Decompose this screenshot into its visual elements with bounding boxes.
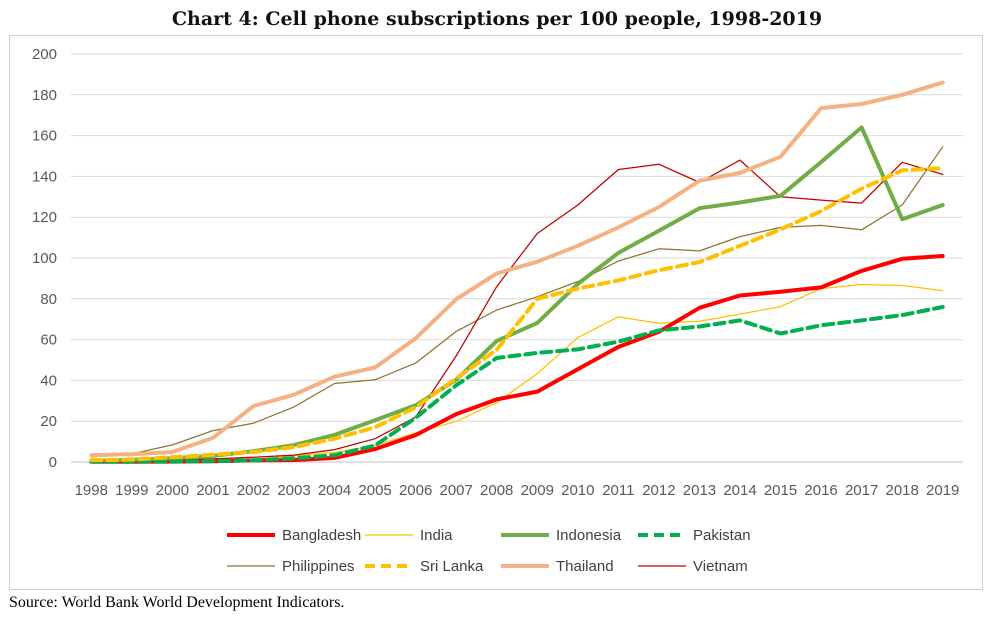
x-tick-label: 2006 xyxy=(399,482,432,499)
legend-label: Sri Lanka xyxy=(420,558,484,575)
series-line-sri-lanka xyxy=(89,166,945,463)
x-tick-label: 2014 xyxy=(723,482,756,499)
series-line-vietnam xyxy=(90,159,944,463)
source-note: Source: World Bank World Development Ind… xyxy=(9,594,345,611)
x-tick-label: 2012 xyxy=(642,482,675,499)
x-tick-label: 2016 xyxy=(804,482,837,499)
y-tick-label: 40 xyxy=(40,372,57,389)
legend-label: Bangladesh xyxy=(282,527,361,544)
x-tick-label: 2008 xyxy=(480,482,513,499)
y-tick-label: 180 xyxy=(32,87,57,104)
x-tick-label: 2005 xyxy=(358,482,391,499)
x-tick-label: 2004 xyxy=(318,482,351,499)
x-tick-label: 2007 xyxy=(439,482,472,499)
series-line-indonesia xyxy=(89,125,945,463)
legend-label: India xyxy=(420,527,453,544)
x-tick-label: 2003 xyxy=(277,482,310,499)
x-tick-label: 1999 xyxy=(115,482,148,499)
series-line-philippines xyxy=(90,146,944,458)
x-tick-label: 2011 xyxy=(602,482,634,499)
series-line-thailand xyxy=(89,80,945,458)
y-tick-label: 100 xyxy=(32,250,57,267)
y-tick-label: 200 xyxy=(32,46,57,63)
line-chart: 0 20 40 60 80 100 120 140 160 180 200 1998 1999 2000 2… xyxy=(32,46,963,575)
chart-title: Chart 4: Cell phone subscriptions per 10… xyxy=(171,8,823,30)
legend-label: Thailand xyxy=(556,558,614,575)
legend-label: Indonesia xyxy=(556,527,622,544)
y-tick-label: 20 xyxy=(40,413,57,430)
chart-area: 0 20 40 60 80 100 120 140 160 180 200 1998 1999 2000 2… xyxy=(9,35,983,590)
x-tick-label: 2002 xyxy=(237,482,270,499)
legend-label: Pakistan xyxy=(693,527,751,544)
y-tick-label: 140 xyxy=(32,168,57,185)
y-tick-label: 0 xyxy=(49,454,57,471)
series-line-bangladesh xyxy=(89,254,945,464)
y-tick-label: 80 xyxy=(40,291,57,308)
x-tick-label: 2017 xyxy=(845,482,878,499)
x-tick-label: 2019 xyxy=(926,482,959,499)
x-tick-label: 2009 xyxy=(521,482,554,499)
x-tick-label: 2010 xyxy=(561,482,594,499)
y-tick-label: 160 xyxy=(32,128,57,145)
x-tick-label: 2018 xyxy=(885,482,918,499)
x-tick-label: 2015 xyxy=(764,482,797,499)
y-tick-label: 120 xyxy=(32,209,57,226)
y-tick-label: 60 xyxy=(40,332,57,349)
x-tick-label: 1998 xyxy=(75,482,108,499)
x-tick-label: 2013 xyxy=(683,482,716,499)
x-tick-label: 2001 xyxy=(196,482,229,499)
x-tick-label: 2000 xyxy=(156,482,189,499)
legend-label: Vietnam xyxy=(693,558,748,575)
series-line-pakistan xyxy=(89,305,945,464)
legend-label: Philippines xyxy=(282,558,355,575)
